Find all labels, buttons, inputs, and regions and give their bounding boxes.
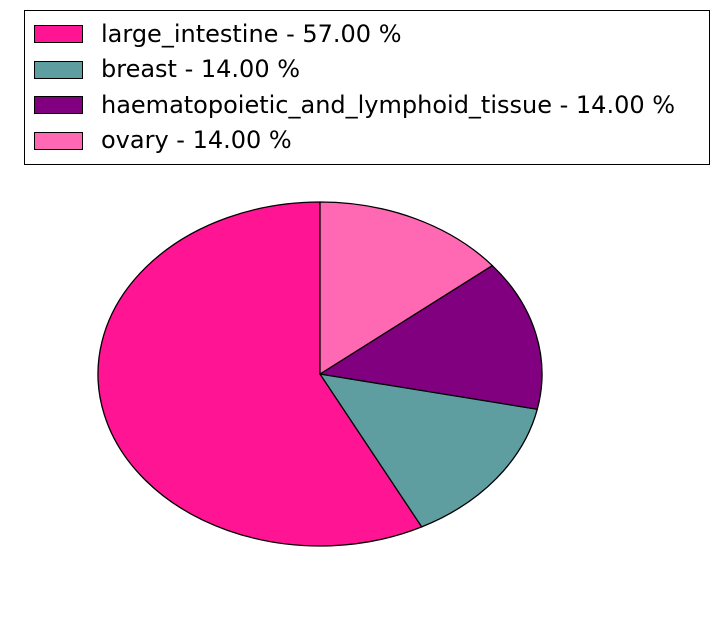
- legend-label: haematopoietic_and_lymphoid_tissue - 14.…: [101, 90, 676, 119]
- pie-slice-large_intestine: [97, 201, 423, 547]
- legend-label: breast - 14.00 %: [101, 55, 301, 84]
- pie-slice-haematopoietic_and_lymphoid_tissue: [319, 264, 543, 410]
- pie-slice-breast: [319, 373, 538, 528]
- legend-swatch-icon: [34, 60, 83, 79]
- legend: large_intestine - 57.00 % breast - 14.00…: [24, 10, 710, 165]
- legend-swatch-icon: [34, 131, 83, 150]
- legend-item: haematopoietic_and_lymphoid_tissue - 14.…: [25, 91, 709, 120]
- legend-swatch-icon: [34, 25, 83, 44]
- legend-label: ovary - 14.00 %: [101, 126, 292, 155]
- pie-slice-ovary: [319, 201, 493, 375]
- legend-label: large_intestine - 57.00 %: [101, 19, 402, 48]
- legend-item: ovary - 14.00 %: [25, 126, 709, 155]
- legend-item: large_intestine - 57.00 %: [25, 20, 709, 49]
- legend-item: breast - 14.00 %: [25, 55, 709, 84]
- legend-swatch-icon: [34, 96, 83, 115]
